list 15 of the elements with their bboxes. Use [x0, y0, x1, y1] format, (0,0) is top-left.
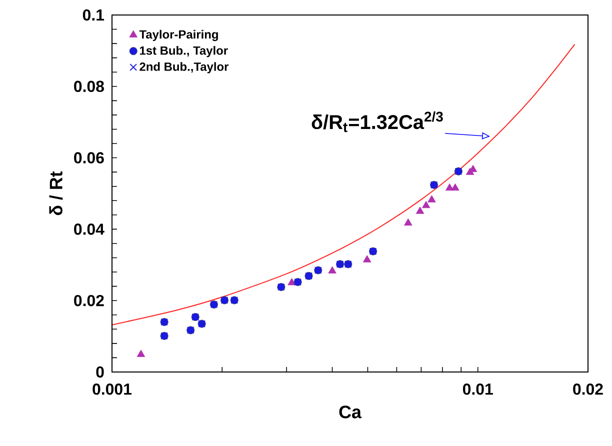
- y-tick-label: 0.02: [74, 294, 104, 306]
- legend-label: Taylor-Pairing: [139, 30, 218, 42]
- legend-label: 1st Bub., Taylor: [140, 46, 228, 58]
- x-axis-title: Ca: [339, 406, 362, 418]
- y-tick-label: 0.04: [74, 224, 104, 235]
- y-tick-label: 0: [96, 366, 104, 378]
- legend-label: 2nd Bub.,Taylor: [140, 62, 229, 74]
- y-axis-title: δ / Rt: [49, 171, 63, 216]
- x-tick-label: 0.001: [92, 384, 132, 395]
- x-tick-label: 0.01: [462, 384, 493, 395]
- y-tick-label: 0.1: [82, 9, 104, 21]
- y-tick-label: 0.08: [74, 80, 104, 92]
- annotation: δ/R$_{t}$=1.32Ca$^{2/3}$: [312, 111, 443, 132]
- y-tick-label: 0.06: [74, 152, 104, 164]
- x-tick-label: 0.02: [573, 384, 603, 395]
